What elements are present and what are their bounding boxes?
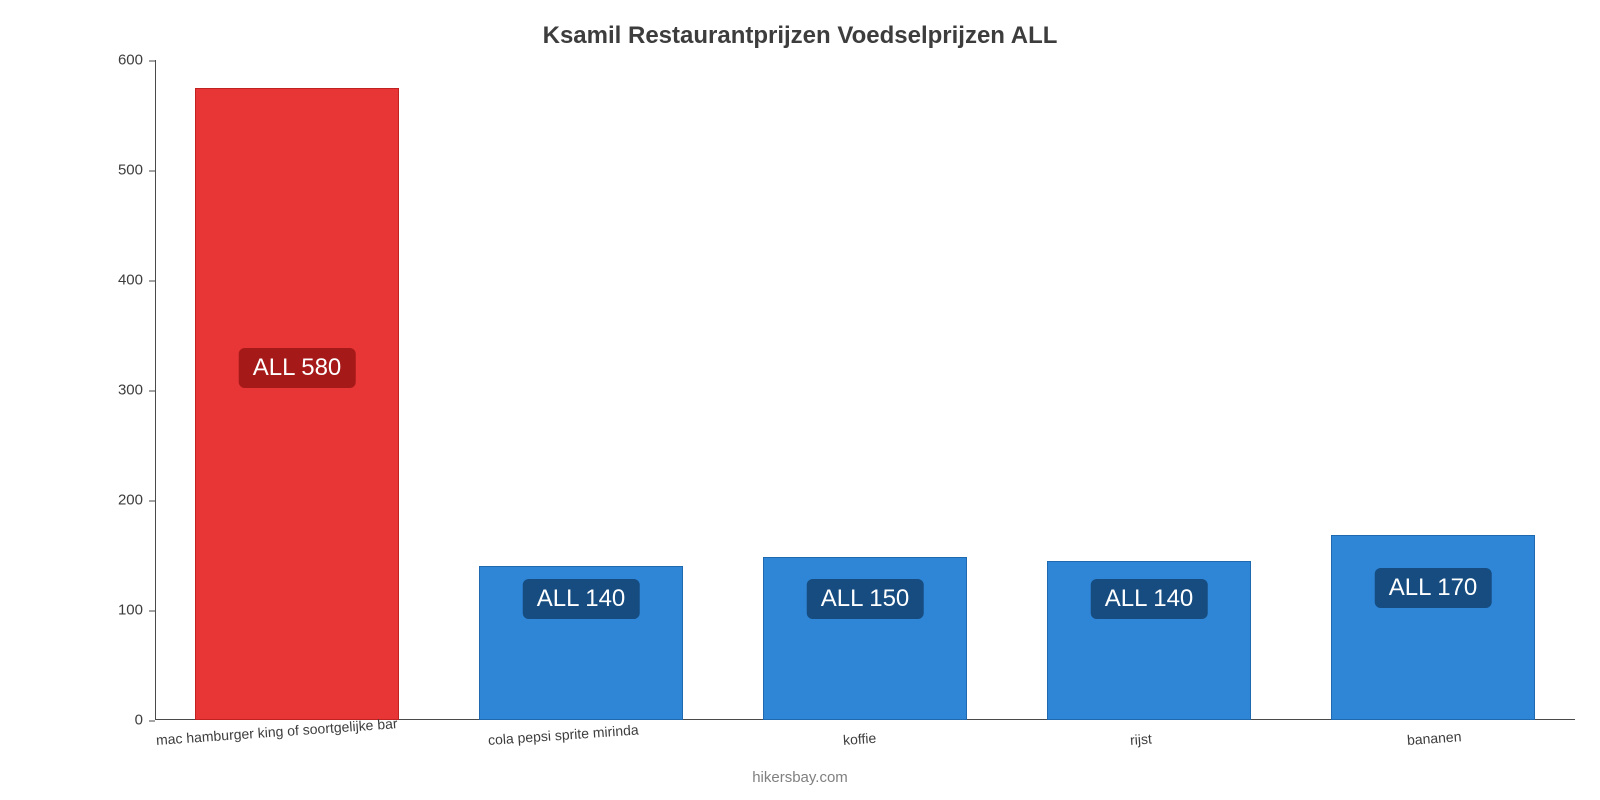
plot-area: 0100200300400500600ALL 580mac hamburger … [155, 60, 1575, 720]
y-tick: 400 [118, 272, 155, 289]
y-tick: 200 [118, 492, 155, 509]
y-tick: 600 [118, 52, 155, 69]
x-category-label: rijst [1130, 731, 1153, 748]
bar-value-label: ALL 150 [807, 579, 924, 619]
bar-value-label: ALL 140 [1091, 579, 1208, 619]
bar-value-label: ALL 170 [1375, 568, 1492, 608]
attribution-text: hikersbay.com [0, 769, 1600, 786]
chart-container: Ksamil Restaurantprijzen Voedselprijzen … [0, 0, 1600, 800]
bar-value-label: ALL 140 [523, 579, 640, 619]
y-tick: 0 [135, 712, 155, 729]
chart-title: Ksamil Restaurantprijzen Voedselprijzen … [0, 22, 1600, 50]
x-category-label: mac hamburger king of soortgelijke bar [155, 715, 398, 748]
y-axis-line [155, 60, 156, 720]
bar-value-label: ALL 580 [239, 348, 356, 388]
bar [1331, 535, 1535, 720]
bar [195, 88, 399, 721]
y-tick: 100 [118, 602, 155, 619]
x-category-label: cola pepsi sprite mirinda [488, 721, 640, 747]
y-tick: 300 [118, 382, 155, 399]
x-category-label: bananen [1406, 728, 1461, 748]
y-tick: 500 [118, 162, 155, 179]
x-category-label: koffie [842, 730, 876, 748]
